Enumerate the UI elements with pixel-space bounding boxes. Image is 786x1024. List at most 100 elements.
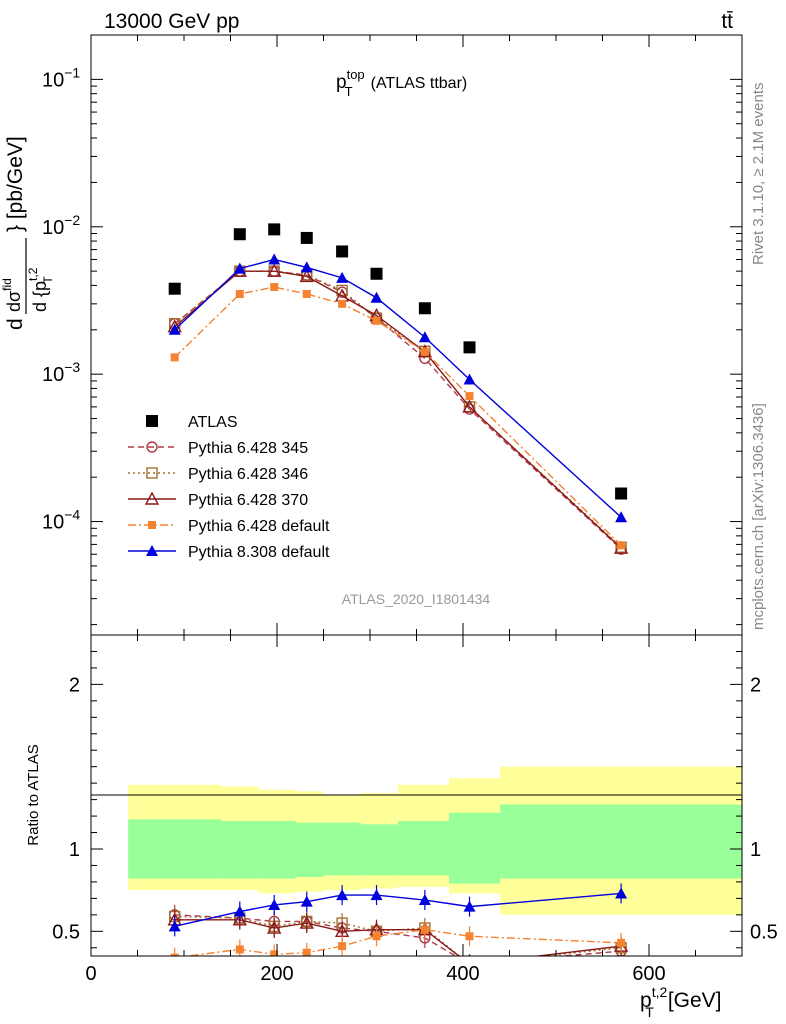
legend-marker bbox=[146, 415, 158, 427]
uncertainty-band-green bbox=[360, 824, 398, 876]
data-point bbox=[462, 399, 477, 413]
data-point bbox=[418, 302, 431, 315]
uncertainty-band-green bbox=[258, 821, 296, 879]
ratio-point bbox=[370, 889, 383, 901]
main-y-tick-label: 10−3 bbox=[42, 359, 80, 386]
legend-entry-pythia-6-428-default: Pythia 6.428 default bbox=[128, 518, 330, 535]
data-point bbox=[463, 373, 476, 385]
data-point bbox=[233, 228, 246, 241]
data-point bbox=[418, 331, 431, 343]
data-point bbox=[338, 299, 347, 308]
uncertainty-band-green bbox=[221, 821, 259, 879]
ratio-series-pythia-6-428-default bbox=[170, 919, 626, 956]
data-point bbox=[615, 487, 628, 500]
main-y-tick-label: 10−4 bbox=[42, 507, 80, 534]
ratio-panel: 0.5 0.5 1 1 2 2 0 200 400 600 Ratio to ATLAS pt,2… bbox=[25, 634, 778, 1020]
ratio-y-tick-label: 0.5 bbox=[52, 921, 80, 943]
data-point bbox=[370, 267, 383, 280]
x-tick-label: 400 bbox=[446, 963, 479, 985]
ratio-line bbox=[174, 919, 622, 956]
uncertainty-band-green bbox=[323, 822, 361, 876]
x-tick-label: 600 bbox=[632, 963, 665, 985]
svg-text:} [pb/GeV]: } [pb/GeV] bbox=[4, 136, 27, 232]
svg-text:d: d bbox=[4, 318, 27, 330]
legend-entry-pythia-6-428-345: Pythia 6.428 345 bbox=[128, 440, 308, 457]
data-point bbox=[168, 323, 181, 335]
ratio-series-pythia-8-308-default bbox=[168, 883, 628, 937]
legend-entry-pythia-6-428-346: Pythia 6.428 346 bbox=[128, 466, 308, 483]
ratio-point bbox=[300, 895, 313, 907]
ratio-point bbox=[268, 898, 281, 910]
analysis-watermark: ATLAS_2020_I1801434 bbox=[342, 591, 491, 607]
data-point bbox=[302, 289, 311, 298]
data-point bbox=[463, 341, 476, 354]
legend-label: Pythia 6.428 370 bbox=[188, 492, 308, 509]
legend-label: Pythia 6.428 345 bbox=[188, 440, 308, 457]
ratio-point bbox=[338, 942, 347, 951]
ratio-point bbox=[168, 920, 181, 932]
uncertainty-band-green bbox=[128, 819, 222, 879]
ratio-point bbox=[615, 887, 628, 899]
series-pythia-6-428-default bbox=[170, 283, 626, 550]
series-pythia-8-308-default bbox=[168, 253, 628, 523]
series-pythia-6-428-370 bbox=[167, 263, 629, 554]
data-point bbox=[300, 231, 313, 244]
ratio-point bbox=[372, 932, 381, 941]
series-pythia-6-428-346 bbox=[168, 265, 627, 553]
ratio-point bbox=[299, 915, 314, 929]
main-y-axis-label: d dσfid d {pt,2T } [pb/GeV] bbox=[0, 136, 55, 330]
x-axis-label: pt,2 T [GeV] bbox=[640, 984, 722, 1020]
data-point bbox=[299, 269, 314, 283]
main-y-tick-label: 10−2 bbox=[42, 212, 80, 239]
data-point bbox=[615, 511, 628, 523]
data-point bbox=[233, 262, 246, 274]
data-point bbox=[300, 261, 313, 273]
data-point bbox=[168, 282, 181, 295]
series-line bbox=[174, 270, 622, 549]
data-point bbox=[465, 392, 474, 401]
ratio-y-tick-label-right: 2 bbox=[750, 674, 761, 696]
ratio-y-tick-label: 1 bbox=[69, 839, 80, 861]
legend-marker bbox=[146, 467, 158, 479]
ratio-point bbox=[336, 889, 349, 901]
x-tick-label: 0 bbox=[85, 963, 96, 985]
ratio-point bbox=[235, 945, 244, 954]
legend-entry-pythia-6-428-370: Pythia 6.428 370 bbox=[128, 491, 308, 509]
ratio-point bbox=[463, 900, 476, 912]
data-point bbox=[267, 263, 282, 277]
data-point bbox=[372, 316, 381, 325]
data-point bbox=[268, 253, 281, 265]
ratio-y-tick-label-right: 0.5 bbox=[750, 921, 778, 943]
data-point bbox=[336, 245, 349, 258]
data-point bbox=[420, 347, 429, 356]
data-point bbox=[170, 353, 179, 362]
data-point bbox=[617, 541, 626, 550]
ratio-y-tick-label: 2 bbox=[69, 674, 80, 696]
data-point bbox=[268, 223, 281, 236]
mcplots-label: mcplots.cern.ch [arXiv:1306.3436] bbox=[750, 403, 767, 630]
data-point bbox=[270, 283, 279, 292]
ratio-point bbox=[418, 894, 431, 906]
ratio-point bbox=[270, 950, 279, 956]
series-atlas bbox=[168, 223, 628, 500]
series-pythia-6-428-345 bbox=[168, 265, 627, 555]
legend-marker bbox=[146, 441, 158, 453]
legend-label: Pythia 6.428 default bbox=[188, 518, 330, 535]
data-point bbox=[370, 291, 383, 303]
ratio-point bbox=[232, 912, 247, 926]
legend-entry-atlas: ATLAS bbox=[146, 414, 238, 431]
main-y-tick-label: 10−1 bbox=[42, 64, 80, 91]
uncertainty-band-green bbox=[397, 821, 450, 876]
main-panel: 10−1 10−2 10−3 10−4 ptop T (ATLAS ttbar) d dσ… bbox=[0, 34, 743, 636]
legend-entry-pythia-8-308-default: Pythia 8.308 default bbox=[128, 544, 330, 561]
uncertainty-band-green bbox=[500, 804, 742, 879]
legend-label: Pythia 8.308 default bbox=[188, 544, 330, 561]
ratio-point bbox=[267, 920, 282, 934]
uncertainty-band-green bbox=[449, 812, 501, 884]
data-point bbox=[336, 271, 349, 283]
ratio-point bbox=[170, 953, 179, 956]
legend-marker bbox=[146, 545, 158, 556]
legend: ATLAS Pythia 6.428 345 Pythia 6.428 346 Pyt… bbox=[128, 414, 330, 561]
ratio-point bbox=[233, 905, 246, 917]
svg-text:d {pt,2T: d {pt,2T bbox=[26, 267, 55, 312]
